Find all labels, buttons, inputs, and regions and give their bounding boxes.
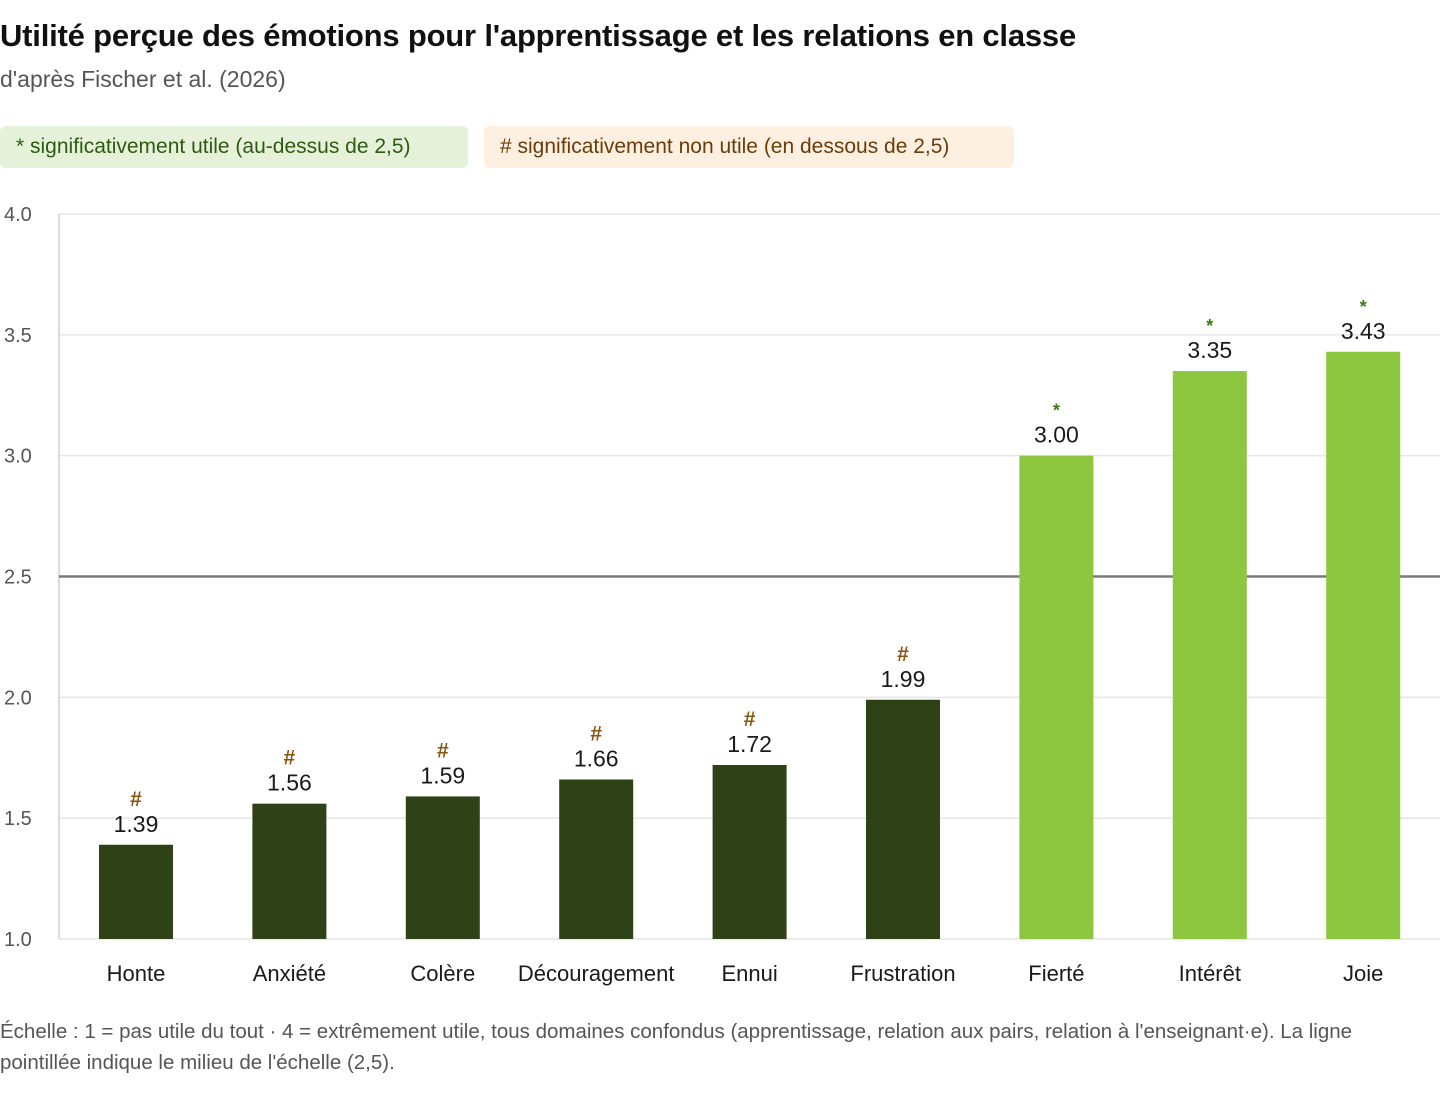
y-tick-label: 3.5 bbox=[4, 325, 32, 347]
significance-hash-marker: # bbox=[437, 739, 449, 762]
significance-hash-marker: # bbox=[130, 788, 142, 811]
significance-star-marker: * bbox=[1206, 316, 1213, 336]
value-label: 1.72 bbox=[727, 731, 772, 757]
category-label: Anxiété bbox=[253, 961, 326, 986]
significance-star-marker: * bbox=[1053, 401, 1060, 421]
legend-significant-useful: * significativement utile (au-dessus de … bbox=[0, 126, 468, 168]
value-label: 3.43 bbox=[1341, 318, 1386, 344]
y-tick-label: 1.0 bbox=[4, 929, 32, 951]
category-label: Colère bbox=[410, 961, 475, 986]
category-label: Ennui bbox=[721, 961, 777, 986]
significance-hash-marker: # bbox=[744, 708, 756, 731]
category-label: Découragement bbox=[518, 961, 675, 986]
bar-6 bbox=[866, 700, 940, 939]
value-label: 1.66 bbox=[574, 746, 619, 772]
bar-9 bbox=[1326, 352, 1400, 939]
chart-title: Utilité perçue des émotions pour l'appre… bbox=[0, 18, 1076, 54]
bar-5 bbox=[713, 765, 787, 939]
category-label: Intérêt bbox=[1179, 961, 1241, 986]
bar-chart: 1.01.52.02.53.03.54.01.39#Honte1.56#Anxi… bbox=[0, 195, 1440, 1005]
y-tick-label: 3.0 bbox=[4, 446, 32, 468]
significance-hash-marker: # bbox=[284, 747, 296, 770]
chart-footnote: Échelle : 1 = pas utile du tout · 4 = ex… bbox=[0, 1016, 1430, 1078]
bar-2 bbox=[252, 804, 326, 939]
significance-hash-marker: # bbox=[590, 723, 602, 746]
category-label: Joie bbox=[1343, 961, 1383, 986]
significance-star-marker: * bbox=[1360, 297, 1367, 317]
value-label: 3.00 bbox=[1034, 422, 1079, 448]
bar-3 bbox=[406, 796, 480, 939]
value-label: 1.99 bbox=[881, 666, 926, 692]
category-label: Frustration bbox=[850, 961, 955, 986]
y-tick-label: 2.5 bbox=[4, 567, 32, 589]
legend-significant-not-useful: # significativement non utile (en dessou… bbox=[484, 126, 1014, 168]
y-tick-label: 2.0 bbox=[4, 687, 32, 709]
bar-8 bbox=[1173, 371, 1247, 939]
value-label: 1.39 bbox=[114, 811, 159, 837]
y-tick-label: 4.0 bbox=[4, 204, 32, 226]
bar-4 bbox=[559, 780, 633, 940]
value-label: 3.35 bbox=[1187, 337, 1232, 363]
bar-1 bbox=[99, 845, 173, 939]
category-label: Honte bbox=[107, 961, 166, 986]
category-label: Fierté bbox=[1028, 961, 1084, 986]
bar-7 bbox=[1019, 456, 1093, 939]
value-label: 1.56 bbox=[267, 770, 312, 796]
chart-subtitle: d'après Fischer et al. (2026) bbox=[0, 66, 286, 93]
y-tick-label: 1.5 bbox=[4, 808, 32, 830]
value-label: 1.59 bbox=[420, 762, 465, 788]
significance-hash-marker: # bbox=[897, 643, 909, 666]
